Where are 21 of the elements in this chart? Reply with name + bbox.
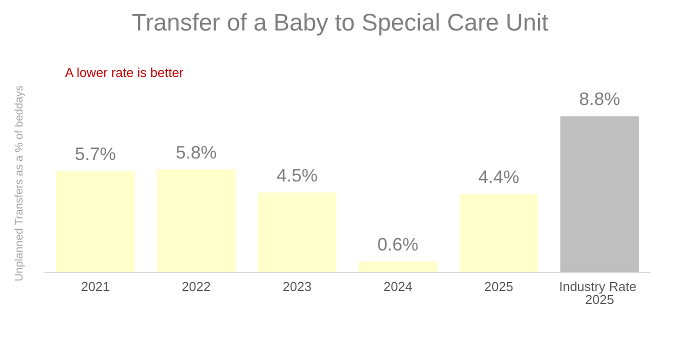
text: A lower rate is better	[65, 65, 184, 80]
bar	[560, 116, 639, 272]
bar	[156, 169, 236, 272]
y-axis-title: Unplanned Transfers as a % of beddays	[14, 85, 26, 282]
bar	[56, 171, 135, 272]
x-tick-label: 2023	[282, 279, 312, 294]
x-tick-label: 2025	[484, 279, 514, 294]
data-label: 5.7%	[74, 144, 116, 164]
data-label: 4.4%	[478, 167, 520, 188]
bar	[258, 192, 336, 272]
x-tick-label: 2022	[182, 279, 211, 294]
x-tick-label: Industry Rate 2025	[559, 279, 640, 307]
data-label: 4.5%	[276, 165, 318, 186]
x-tick-label: 2024	[383, 279, 412, 294]
x-tick-label: 2021	[80, 279, 110, 294]
data-label: 8.8%	[579, 89, 620, 110]
bar	[358, 261, 438, 272]
data-label: 5.8%	[176, 142, 217, 162]
bar	[459, 194, 538, 272]
data-label: 0.6%	[377, 234, 418, 254]
chart-title: Transfer of a Baby to Special Care Unit	[132, 10, 549, 36]
